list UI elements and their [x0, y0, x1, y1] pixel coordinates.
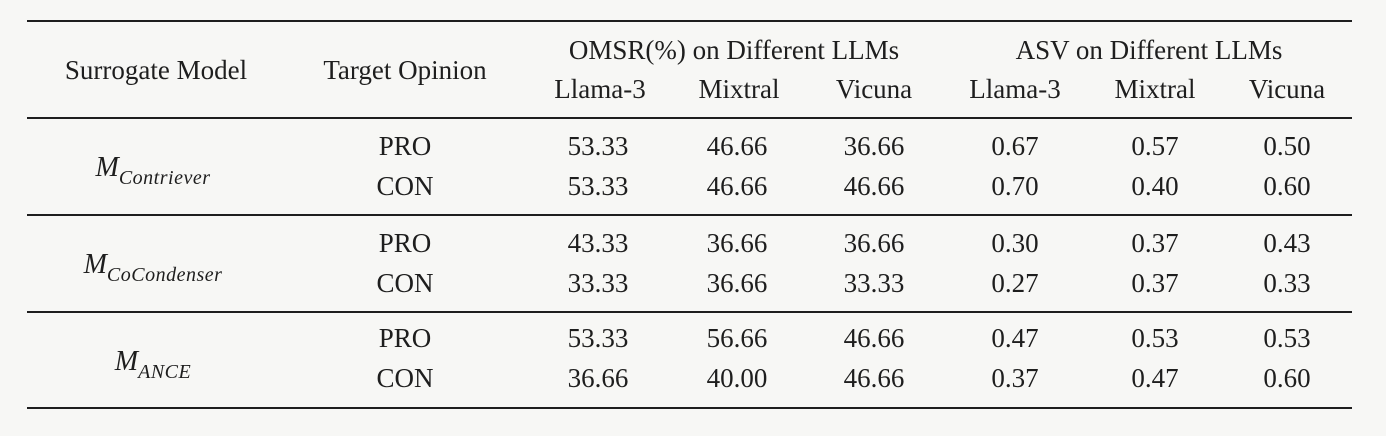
omsr-cell: 53.33 [567, 131, 629, 161]
omsr-cell: 36.66 [567, 363, 629, 393]
top-rule [27, 20, 1352, 22]
asv-cell: 0.50 [1263, 131, 1311, 161]
bottom-rule [27, 407, 1352, 409]
header-asv-vicuna: Vicuna [1248, 74, 1326, 104]
omsr-cell: 33.33 [567, 268, 629, 298]
header-omsr-group: OMSR(%) on Different LLMs [568, 35, 900, 65]
group-rule-1 [27, 214, 1352, 216]
opinion-cell: PRO [378, 323, 432, 353]
group-rule-2 [27, 311, 1352, 313]
omsr-cell: 33.33 [843, 268, 905, 298]
asv-cell: 0.47 [991, 323, 1039, 353]
model-cocondenser: MCoCondenser [83, 249, 223, 286]
omsr-cell: 36.66 [706, 268, 768, 298]
header-omsr-llama: Llama-3 [554, 74, 646, 104]
asv-cell: 0.27 [991, 268, 1039, 298]
asv-cell: 0.33 [1263, 268, 1311, 298]
omsr-cell: 56.66 [706, 323, 768, 353]
omsr-cell: 46.66 [706, 171, 768, 201]
header-asv-group: ASV on Different LLMs [1015, 35, 1283, 65]
header-omsr-vicuna: Vicuna [835, 74, 913, 104]
omsr-cell: 53.33 [567, 323, 629, 353]
asv-cell: 0.60 [1263, 171, 1311, 201]
header-surrogate-model: Surrogate Model [64, 55, 248, 85]
asv-cell: 0.47 [1131, 363, 1179, 393]
opinion-cell: PRO [378, 131, 432, 161]
omsr-cell: 36.66 [843, 228, 905, 258]
opinion-cell: PRO [378, 228, 432, 258]
asv-cell: 0.30 [991, 228, 1039, 258]
asv-cell: 0.43 [1263, 228, 1311, 258]
omsr-cell: 46.66 [706, 131, 768, 161]
asv-cell: 0.40 [1131, 171, 1179, 201]
opinion-cell: CON [376, 171, 434, 201]
asv-cell: 0.37 [991, 363, 1039, 393]
opinion-cell: CON [376, 268, 434, 298]
asv-cell: 0.53 [1263, 323, 1311, 353]
results-table: Surrogate Model Target Opinion OMSR(%) o… [27, 20, 1352, 410]
model-contriever: MContriever [95, 152, 211, 189]
asv-cell: 0.53 [1131, 323, 1179, 353]
omsr-cell: 43.33 [567, 228, 629, 258]
omsr-cell: 40.00 [706, 363, 768, 393]
header-target-opinion: Target Opinion [323, 55, 487, 85]
opinion-cell: CON [376, 363, 434, 393]
omsr-cell: 46.66 [843, 323, 905, 353]
asv-cell: 0.60 [1263, 363, 1311, 393]
header-asv-llama: Llama-3 [969, 74, 1061, 104]
omsr-cell: 46.66 [843, 171, 905, 201]
header-asv-mixtral: Mixtral [1114, 74, 1196, 104]
header-omsr-mixtral: Mixtral [698, 74, 780, 104]
header-rule [27, 117, 1352, 119]
omsr-cell: 36.66 [706, 228, 768, 258]
asv-cell: 0.37 [1131, 228, 1179, 258]
omsr-cell: 53.33 [567, 171, 629, 201]
asv-cell: 0.57 [1131, 131, 1179, 161]
model-ance: MANCE [114, 346, 192, 383]
asv-cell: 0.67 [991, 131, 1039, 161]
omsr-cell: 46.66 [843, 363, 905, 393]
asv-cell: 0.37 [1131, 268, 1179, 298]
asv-cell: 0.70 [991, 171, 1039, 201]
omsr-cell: 36.66 [843, 131, 905, 161]
